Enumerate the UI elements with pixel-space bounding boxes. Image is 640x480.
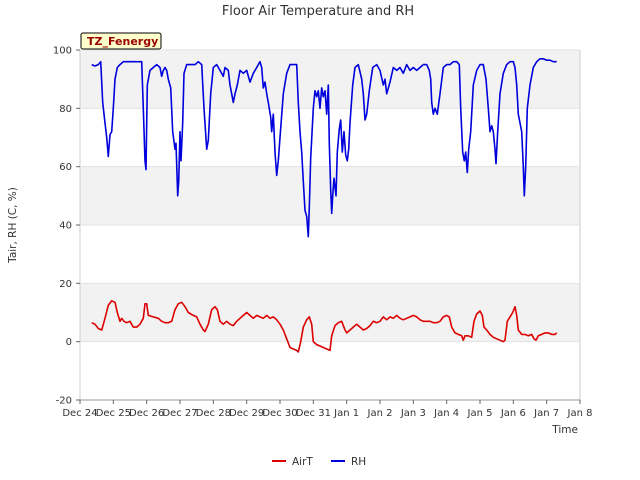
x-tick-label: Dec 28 bbox=[196, 408, 231, 419]
x-tick-label: Jan 2 bbox=[367, 408, 393, 419]
legend-label-rh: RH bbox=[351, 456, 366, 468]
series-line-rh bbox=[91, 58, 557, 238]
plot-band bbox=[80, 50, 580, 109]
x-tick-label: Dec 30 bbox=[262, 408, 297, 419]
y-tick-label: 20 bbox=[59, 279, 72, 290]
x-tick-label: Dec 29 bbox=[229, 408, 264, 419]
chart-title: Floor Air Temperature and RH bbox=[222, 4, 414, 19]
y-tick-label: 100 bbox=[53, 46, 72, 57]
x-tick-label: Dec 24 bbox=[62, 408, 97, 419]
badge: TZ_Fenergy bbox=[80, 32, 162, 50]
x-tick-label: Dec 26 bbox=[129, 408, 164, 419]
legend-label-airt: AirT bbox=[292, 456, 313, 468]
y-tick-label: -20 bbox=[56, 396, 72, 407]
plot-band bbox=[80, 283, 580, 342]
y-tick-label: 80 bbox=[59, 104, 72, 115]
x-axis-title: Time bbox=[551, 424, 578, 436]
x-tick-label: Dec 25 bbox=[96, 408, 131, 419]
x-tick-label: Jan 5 bbox=[467, 408, 493, 419]
y-tick-label: 40 bbox=[59, 221, 72, 232]
y-axis-title: Tair, RH (C, %) bbox=[7, 187, 19, 264]
y-tick-label: 0 bbox=[66, 337, 72, 348]
x-tick-label: Jan 1 bbox=[333, 408, 359, 419]
x-tick-label: Dec 27 bbox=[162, 408, 197, 419]
x-tick-label: Dec 31 bbox=[296, 408, 331, 419]
x-tick-label: Jan 8 bbox=[567, 408, 593, 419]
x-tick-label: Jan 6 bbox=[500, 408, 526, 419]
series-layer bbox=[91, 58, 558, 353]
badge-box bbox=[80, 32, 162, 50]
y-tick-label: 60 bbox=[59, 162, 72, 173]
x-tick-label: Jan 7 bbox=[533, 408, 559, 419]
badge-label: TZ_Fenergy bbox=[87, 35, 158, 48]
legend: AirT RH bbox=[272, 456, 366, 468]
x-tick-label: Jan 3 bbox=[400, 408, 426, 419]
y-axis: -20 0 20 40 60 80 100 bbox=[53, 46, 80, 407]
series-line-airt bbox=[91, 300, 558, 353]
plot-band bbox=[80, 225, 580, 284]
plot-band bbox=[80, 341, 580, 400]
x-tick-label: Jan 4 bbox=[433, 408, 459, 419]
